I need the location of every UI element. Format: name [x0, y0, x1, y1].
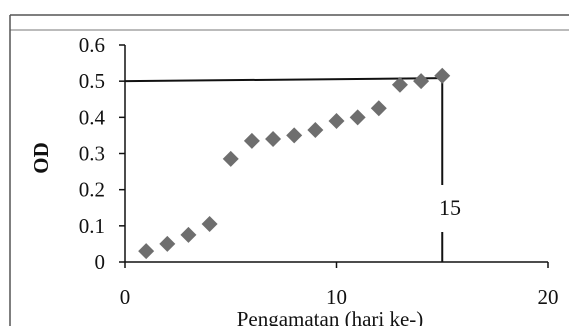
data-point — [243, 132, 260, 149]
data-point — [265, 131, 282, 148]
y-tick-label: 0.6 — [79, 33, 105, 57]
x-axis-label: Pengamatan (hari ke-) — [237, 307, 424, 326]
data-point — [413, 73, 430, 90]
x-tick-label: 20 — [538, 285, 559, 309]
y-tick-label: 0.5 — [79, 69, 105, 93]
data-point — [434, 67, 451, 84]
data-point — [328, 112, 345, 129]
data-point — [180, 226, 197, 243]
y-axis-ticks: 0 0.1 0.2 0.3 0.4 0.5 0.6 — [79, 33, 125, 274]
reference-lines — [124, 77, 444, 262]
data-point — [286, 127, 303, 144]
y-tick-label: 0.4 — [79, 105, 106, 129]
y-tick-label: 0 — [95, 250, 106, 274]
horizontal-reference-line — [124, 77, 443, 83]
data-point — [138, 243, 155, 260]
annotation-label: 15 — [439, 195, 461, 220]
data-point — [201, 216, 218, 233]
data-point — [222, 150, 239, 167]
data-point — [349, 109, 366, 126]
y-axis-label: OD — [29, 142, 53, 174]
data-point — [159, 235, 176, 252]
y-tick-label: 0.2 — [79, 178, 105, 202]
y-tick-label: 0.1 — [79, 214, 105, 238]
data-point — [391, 76, 408, 93]
y-tick-label: 0.3 — [79, 142, 105, 166]
x-axis-ticks: 0 10 20 — [120, 262, 559, 309]
x-tick-label: 10 — [326, 285, 347, 309]
data-points — [138, 67, 451, 260]
data-point — [370, 100, 387, 117]
data-point — [307, 121, 324, 138]
x-tick-label: 0 — [120, 285, 131, 309]
